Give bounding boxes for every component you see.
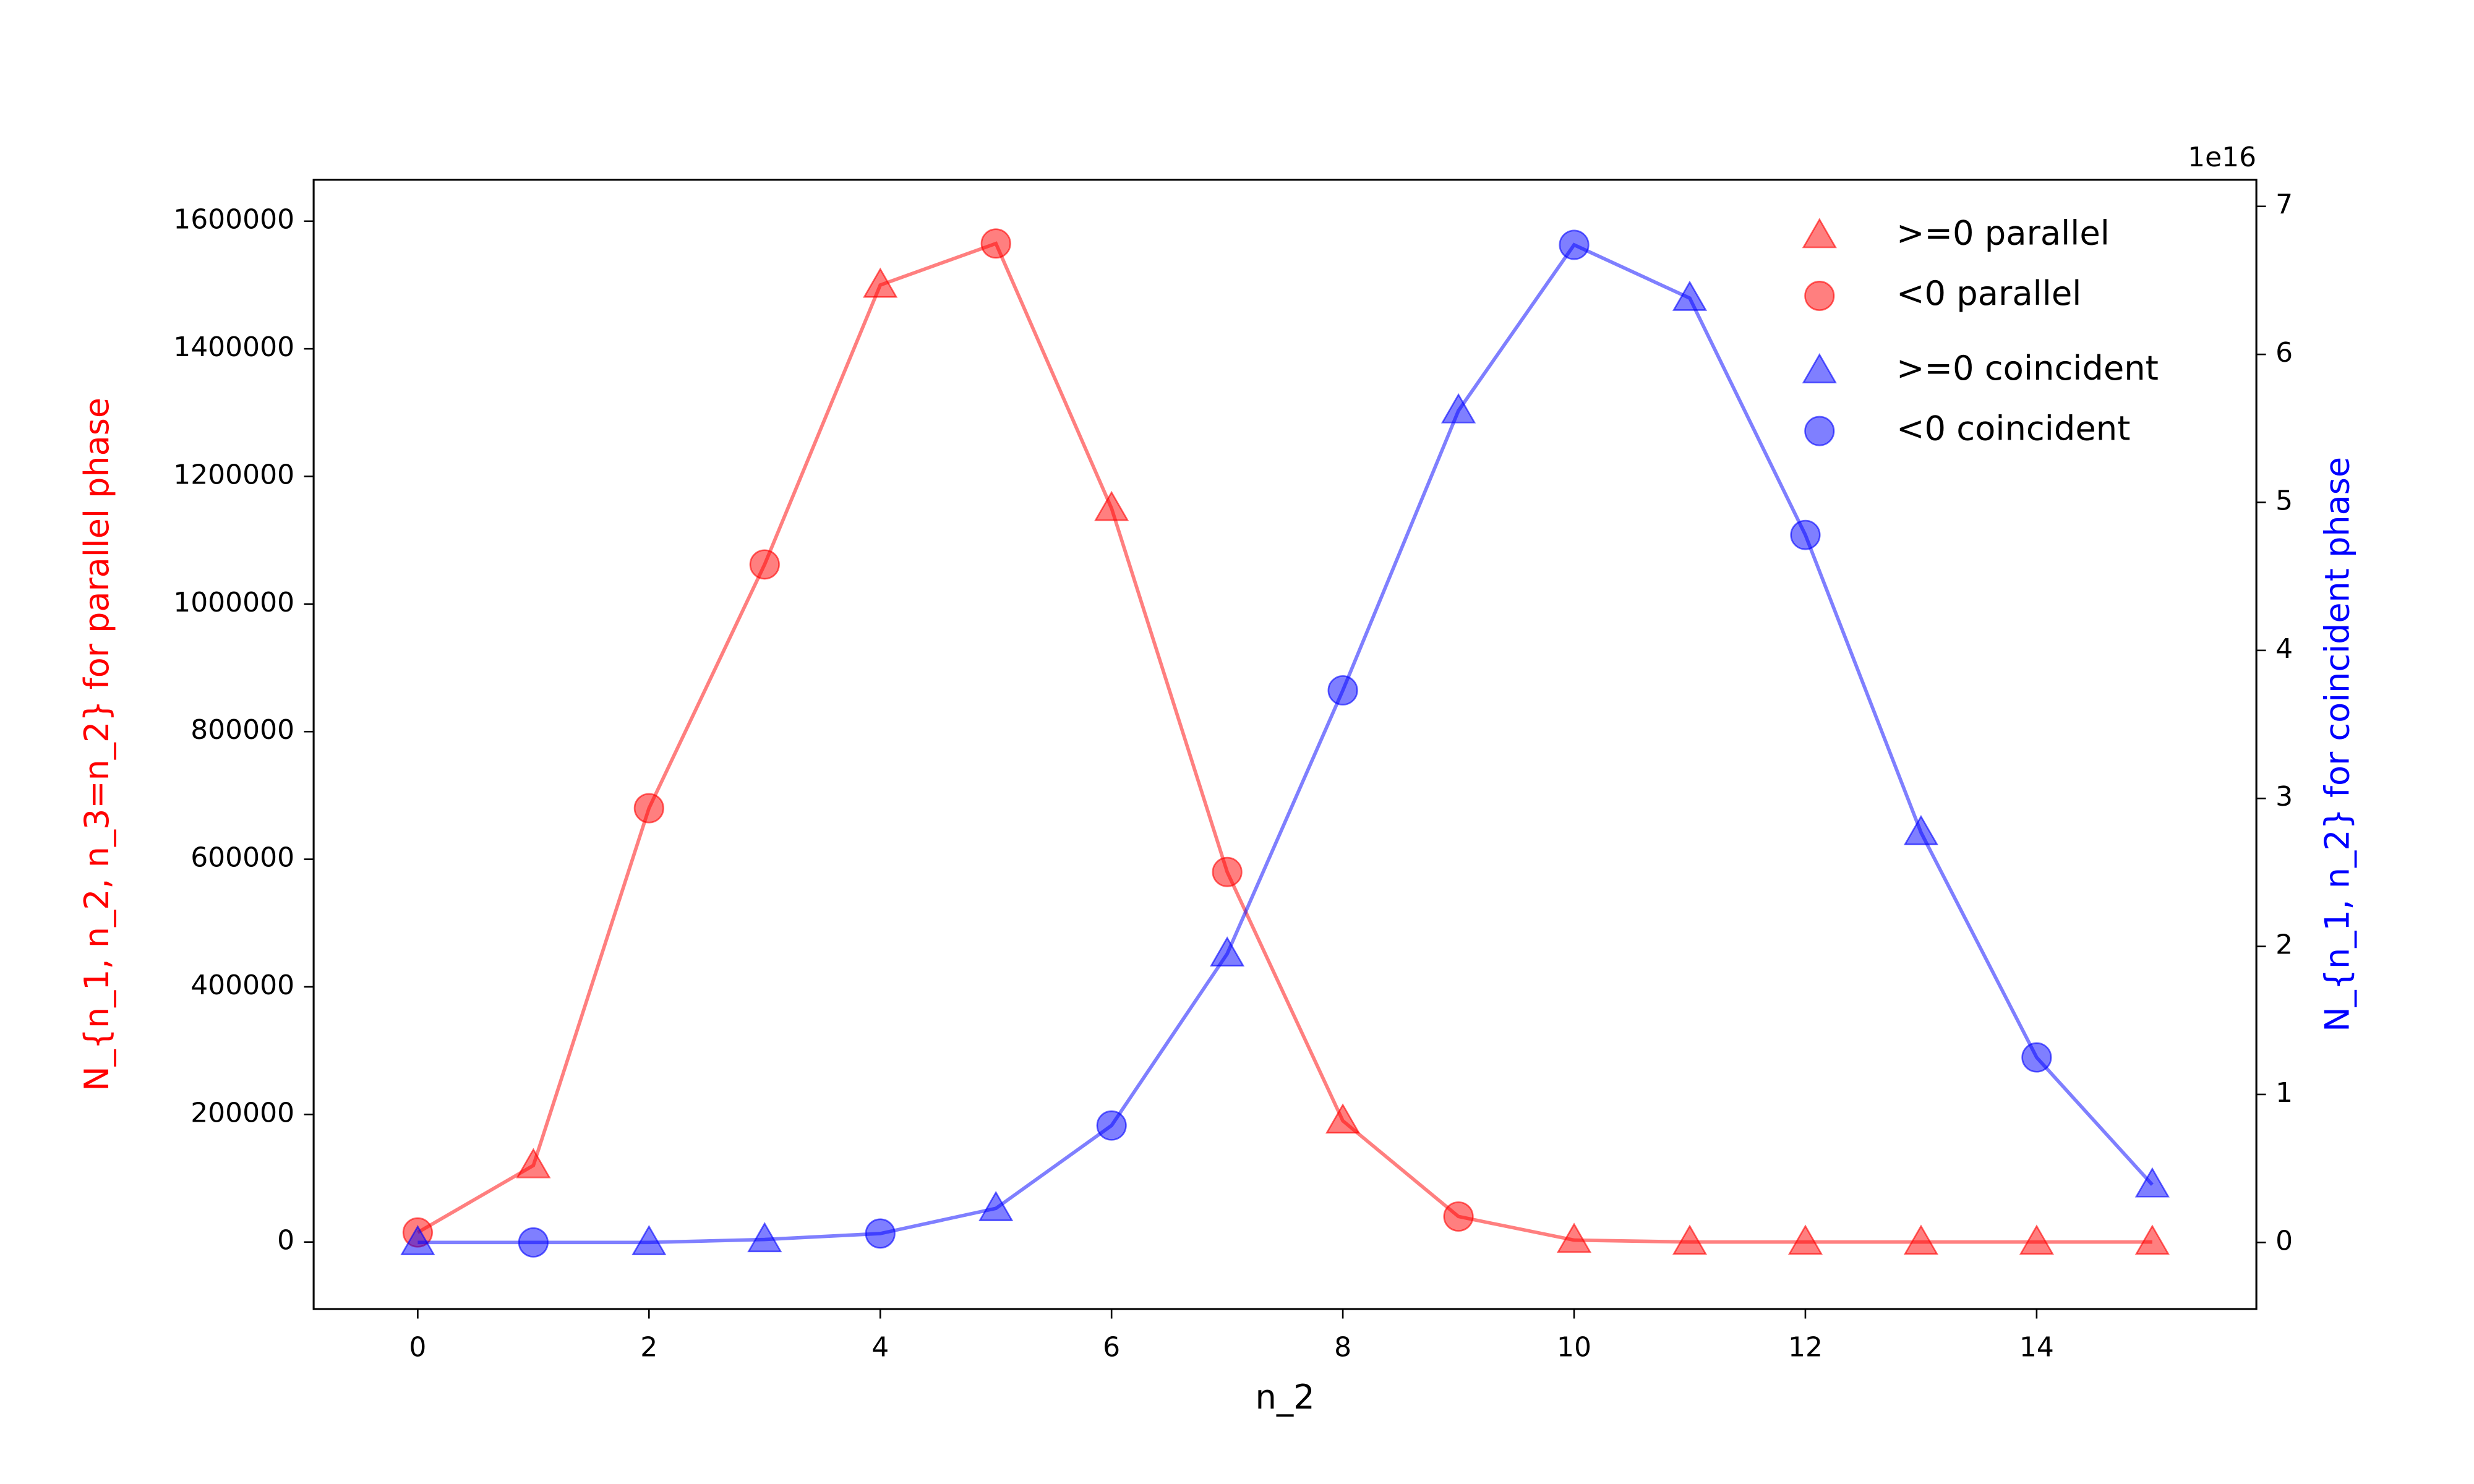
circle-marker	[1212, 856, 1243, 887]
legend-marker	[1802, 218, 1837, 249]
y2-tick-label: 7	[2275, 189, 2293, 221]
legend-label: <0 coincident	[1896, 409, 2131, 448]
y-tick-label: 600000	[190, 842, 294, 874]
circle-marker	[1790, 519, 1821, 550]
x-tick-label: 14	[2019, 1331, 2054, 1363]
series-line	[416, 241, 2152, 1244]
circle-marker	[2021, 1042, 2052, 1073]
circle-marker	[633, 793, 664, 824]
y2-axis-label: N_{n_1, n_2} for coincident phase	[2318, 457, 2356, 1032]
triangle-marker	[1094, 490, 1129, 521]
legend-marker	[1804, 416, 1835, 446]
y-tick-label: 1000000	[173, 587, 294, 618]
triangle-marker	[2019, 1224, 2054, 1255]
y-tick-label: 1400000	[173, 331, 294, 363]
y2-offset-label: 1e16	[2188, 142, 2256, 173]
legend-marker	[1802, 353, 1837, 383]
legend-label: >=0 coincident	[1896, 349, 2159, 388]
triangle-marker	[631, 1225, 667, 1255]
circle-marker	[1443, 1201, 1474, 1232]
circle-marker	[749, 549, 780, 580]
circle-marker	[865, 1218, 896, 1249]
triangle-marker	[1556, 1222, 1592, 1253]
y-tick-label: 1600000	[173, 204, 294, 236]
triangle-marker	[978, 1190, 1014, 1221]
y2-tick-label: 6	[2275, 337, 2293, 369]
x-tick-label: 12	[1788, 1331, 1823, 1363]
x-tick-label: 2	[640, 1331, 657, 1363]
y-tick-label: 1200000	[173, 459, 294, 491]
x-axis-label: n_2	[1256, 1378, 1315, 1417]
x-tick-label: 6	[1103, 1331, 1120, 1363]
triangle-marker	[1672, 1224, 1708, 1255]
x-tick-label: 4	[871, 1331, 889, 1363]
triangle-marker	[1672, 280, 1708, 311]
triangle-marker	[1903, 814, 1939, 845]
y2-tick-label: 1	[2275, 1077, 2293, 1109]
circle-marker	[1096, 1110, 1127, 1141]
circle-marker	[1559, 229, 1590, 260]
y2-tick-label: 2	[2275, 929, 2293, 961]
triangle-marker	[1440, 393, 1476, 424]
legend-label: <0 parallel	[1896, 274, 2081, 313]
y2-tick-label: 5	[2275, 485, 2293, 517]
legend-marker	[1804, 281, 1835, 311]
x-tick-label: 8	[1334, 1331, 1351, 1363]
x-tick-label: 10	[1557, 1331, 1591, 1363]
y-tick-label: 400000	[190, 970, 294, 1001]
x-tick-label: 0	[409, 1331, 426, 1363]
triangle-marker	[1210, 936, 1245, 967]
series-line	[417, 242, 2154, 1245]
triangle-marker	[516, 1148, 551, 1179]
triangle-marker	[1325, 1103, 1361, 1134]
triangle-marker	[863, 267, 898, 298]
triangle-marker	[2134, 1224, 2170, 1255]
y2-tick-label: 3	[2275, 781, 2293, 812]
triangle-marker	[400, 1225, 435, 1255]
y2-tick-label: 4	[2275, 633, 2293, 665]
y-tick-label: 200000	[190, 1097, 294, 1128]
triangle-marker	[1787, 1224, 1823, 1255]
plot-frame	[312, 179, 2258, 1310]
triangle-marker	[1903, 1224, 1939, 1255]
triangle-marker	[747, 1222, 782, 1253]
y-axis-label: N_{n_1, n_2, n_3=n_2} for parallel phase	[77, 398, 116, 1091]
y-tick-label: 800000	[190, 714, 294, 746]
triangle-marker	[2134, 1167, 2170, 1198]
circle-marker	[980, 228, 1011, 259]
legend-label: >=0 parallel	[1896, 213, 2110, 252]
circle-marker	[1327, 675, 1358, 706]
circle-marker	[518, 1227, 549, 1258]
y-tick-label: 0	[277, 1225, 294, 1256]
y2-tick-label: 0	[2275, 1225, 2293, 1256]
